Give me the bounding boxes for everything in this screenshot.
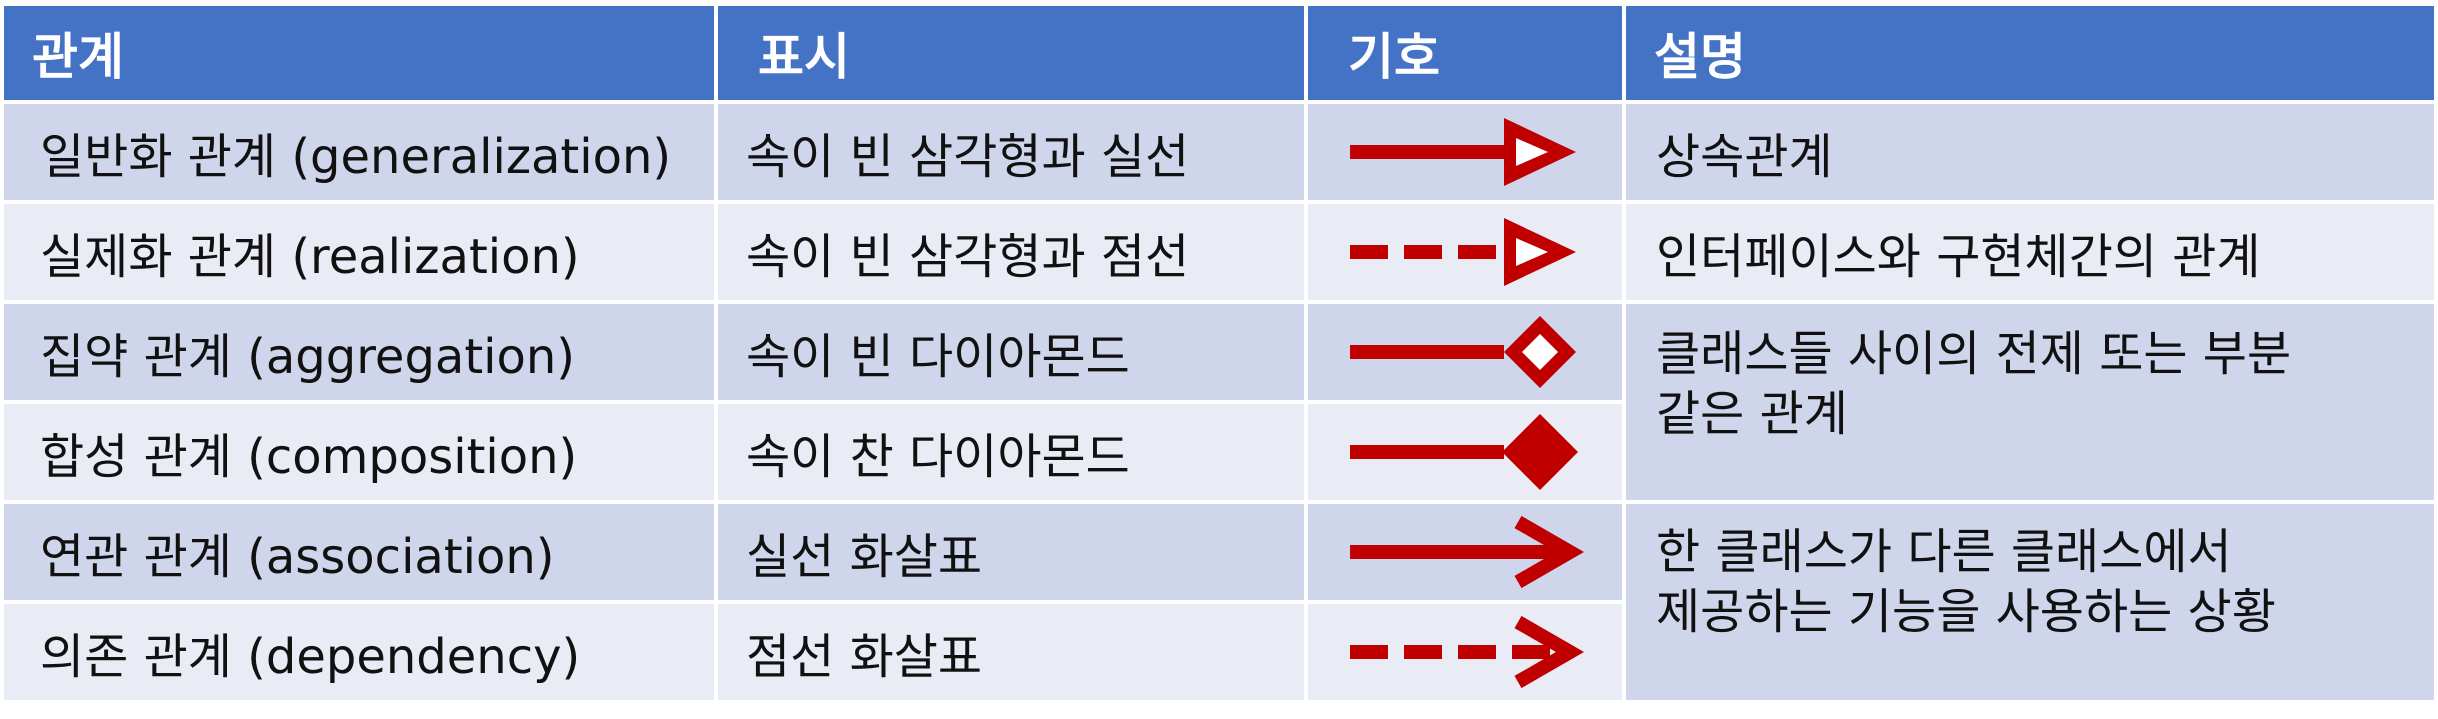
- description-text-block: 클래스들 사이의 전제 또는 부분 같은 관계: [1656, 324, 2291, 444]
- header-notation-text: 표시: [758, 28, 850, 86]
- row-relation-generalization: 일반화 관계 (generalization): [4, 104, 714, 200]
- row-notation-aggregation: 속이 빈 다이아몬드: [718, 304, 1304, 400]
- header-relation: 관계: [4, 6, 714, 100]
- row-symbol-aggregation: [1308, 304, 1622, 400]
- description-line: 제공하는 기능을 사용하는 상황: [1656, 584, 2276, 640]
- row-symbol-generalization: [1308, 104, 1622, 200]
- row-symbol-realization: [1308, 204, 1622, 300]
- solid-line-arrow-icon: [1350, 515, 1585, 589]
- hollow-triangle-solid-line-arrow-icon: [1350, 118, 1576, 186]
- row-notation-composition: 속이 찬 다이아몬드: [718, 404, 1304, 500]
- header-symbol-text: 기호: [1348, 28, 1440, 86]
- description-association-dependency: 한 클래스가 다른 클래스에서 제공하는 기능을 사용하는 상황: [1626, 504, 2434, 700]
- relation-label: 집약 관계 (aggregation): [40, 329, 575, 385]
- hollow-triangle-dashed-line-arrow-icon: [1350, 218, 1576, 286]
- row-notation-association: 실선 화살표: [718, 504, 1304, 600]
- notation-label: 속이 빈 삼각형과 점선: [746, 229, 1190, 285]
- relation-label: 합성 관계 (composition): [40, 429, 578, 485]
- header-notation: 표시: [718, 6, 1304, 100]
- description-generalization: 상속관계: [1626, 104, 2434, 200]
- description-aggregation-composition: 클래스들 사이의 전제 또는 부분 같은 관계: [1626, 304, 2434, 500]
- relation-label: 실제화 관계 (realization): [40, 229, 580, 285]
- description-line: 클래스들 사이의 전제 또는 부분: [1656, 326, 2292, 382]
- notation-label: 속이 찬 다이아몬드: [746, 429, 1130, 485]
- description-line: 인터페이스와 구현체간의 관계: [1656, 229, 2261, 285]
- row-relation-aggregation: 집약 관계 (aggregation): [4, 304, 714, 400]
- row-notation-realization: 속이 빈 삼각형과 점선: [718, 204, 1304, 300]
- dashed-line-arrow-icon: [1350, 615, 1585, 689]
- header-symbol: 기호: [1308, 6, 1622, 100]
- row-relation-association: 연관 관계 (association): [4, 504, 714, 600]
- row-notation-dependency: 점선 화살표: [718, 604, 1304, 700]
- description-line: 한 클래스가 다른 클래스에서: [1656, 524, 2232, 580]
- hollow-diamond-line-icon: [1350, 316, 1576, 388]
- relation-label: 일반화 관계 (generalization): [40, 129, 672, 185]
- row-relation-dependency: 의존 관계 (dependency): [4, 604, 714, 700]
- header-relation-text: 관계: [32, 28, 124, 86]
- notation-label: 속이 빈 삼각형과 실선: [746, 129, 1190, 185]
- description-text-block: 한 클래스가 다른 클래스에서 제공하는 기능을 사용하는 상황: [1656, 522, 2276, 642]
- description-realization: 인터페이스와 구현체간의 관계: [1626, 204, 2434, 300]
- row-notation-generalization: 속이 빈 삼각형과 실선: [718, 104, 1304, 200]
- header-description: 설명: [1626, 6, 2434, 100]
- description-line: 상속관계: [1656, 129, 1833, 185]
- description-line: 같은 관계: [1656, 386, 1848, 442]
- row-relation-composition: 합성 관계 (composition): [4, 404, 714, 500]
- row-symbol-composition: [1308, 404, 1622, 500]
- row-symbol-dependency: [1308, 604, 1622, 700]
- relation-label: 의존 관계 (dependency): [40, 629, 581, 685]
- row-relation-realization: 실제화 관계 (realization): [4, 204, 714, 300]
- header-description-text: 설명: [1654, 28, 1746, 86]
- relation-label: 연관 관계 (association): [40, 529, 555, 585]
- notation-label: 실선 화살표: [746, 529, 983, 585]
- row-symbol-association: [1308, 504, 1622, 600]
- filled-diamond-line-icon: [1350, 414, 1578, 490]
- notation-label: 속이 빈 다이아몬드: [746, 329, 1130, 385]
- notation-label: 점선 화살표: [746, 629, 983, 685]
